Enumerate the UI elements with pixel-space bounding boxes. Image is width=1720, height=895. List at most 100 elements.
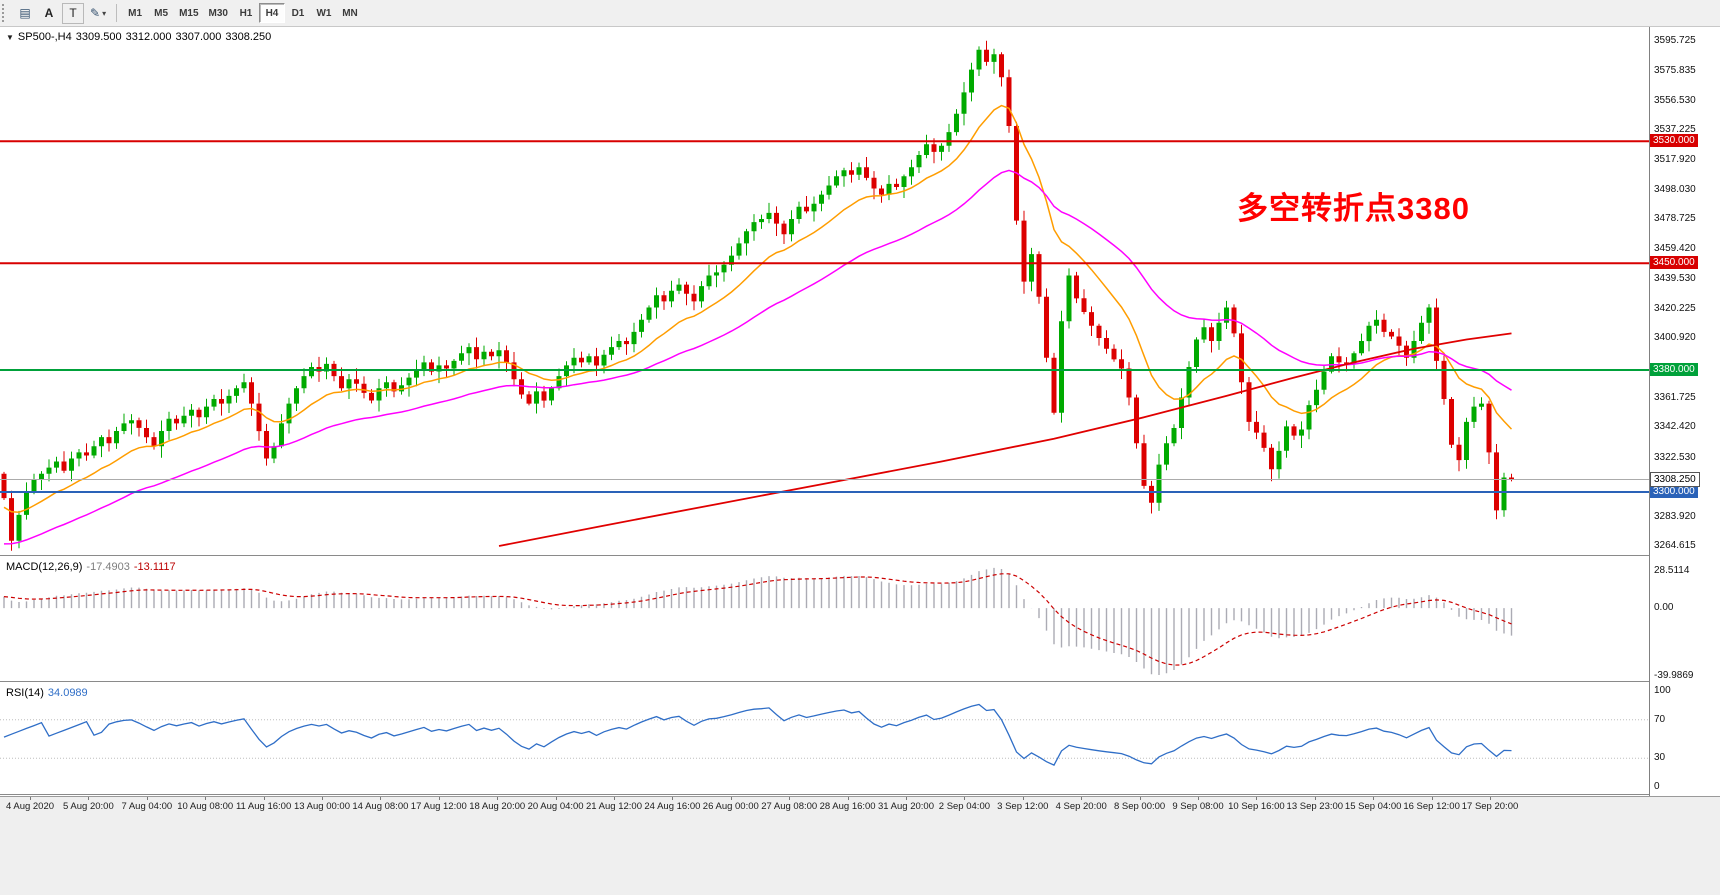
rsi-value: 34.0989 xyxy=(47,687,88,699)
time-axis-tick xyxy=(322,797,323,800)
macd-axis-label: 0.00 xyxy=(1654,602,1674,614)
time-axis-label: 11 Aug 16:00 xyxy=(235,801,292,812)
low-value: 3307.000 xyxy=(175,31,222,43)
time-axis-label: 31 Aug 20:00 xyxy=(878,801,934,812)
time-axis-tick xyxy=(789,797,791,800)
price-axis-label: 3517.920 xyxy=(1654,153,1696,165)
pen-icon: ✎ xyxy=(90,6,101,20)
price-axis-label: 3420.225 xyxy=(1654,302,1696,314)
macd-panel[interactable]: MACD(12,26,9) -17.4903 -13.1117 xyxy=(0,557,1649,682)
toolbar-separator xyxy=(116,4,118,22)
rsi-axis-label: 70 xyxy=(1654,713,1666,725)
timeframe-button-H4[interactable]: H4 xyxy=(258,3,285,24)
time-axis-tick xyxy=(1081,797,1083,800)
macd-plot[interactable] xyxy=(0,557,1649,682)
chart-ohlc-header: ▼ SP500-,H4 3309.500 3312.000 3307.000 3308.2… xyxy=(6,31,275,43)
open-value: 3309.500 xyxy=(75,31,122,43)
price-line-tag: 3450.000 xyxy=(1650,256,1698,270)
rsi-axis-label: 30 xyxy=(1654,752,1666,764)
time-axis-label: 13 Aug 00:00 xyxy=(294,801,350,812)
candlestick-chart[interactable] xyxy=(0,27,1649,556)
price-axis-label: 3556.530 xyxy=(1654,94,1696,106)
price-axis-label: 3459.420 xyxy=(1654,242,1696,254)
time-axis-tick xyxy=(380,797,382,800)
timeframe-button-M15[interactable]: M15 xyxy=(174,3,203,23)
time-axis[interactable]: 4 Aug 2020 5 Aug 20:00 7 Aug 04:00 10 Aug 0… xyxy=(0,796,1720,895)
price-axis-label: 3537.225 xyxy=(1654,124,1696,136)
text-label-tool-icon[interactable]: T xyxy=(62,2,84,24)
price-axis-label: 3361.725 xyxy=(1654,391,1696,403)
rsi-header: RSI(14) 34.0989 xyxy=(6,687,92,699)
time-axis-label: 28 Aug 16:00 xyxy=(819,801,876,812)
time-axis-tick xyxy=(438,797,440,800)
time-axis-label: 15 Sep 04:00 xyxy=(1344,801,1402,812)
timeframe-button-W1[interactable]: W1 xyxy=(311,3,337,23)
price-axis-label: 3400.920 xyxy=(1654,332,1696,344)
time-axis-label: 10 Aug 08:00 xyxy=(177,801,234,812)
time-axis-label: 3 Sep 12:00 xyxy=(997,801,1049,812)
rsi-panel[interactable]: RSI(14) 34.0989 xyxy=(0,683,1649,795)
time-axis-label: 2 Sep 04:00 xyxy=(938,801,991,812)
time-axis-label: 27 Aug 08:00 xyxy=(761,801,818,812)
time-axis-tick xyxy=(497,797,499,800)
time-axis-label: 21 Aug 12:00 xyxy=(586,801,642,812)
rsi-axis-label: 100 xyxy=(1654,685,1671,696)
time-axis-label: 24 Aug 16:00 xyxy=(644,801,701,812)
time-axis-tick xyxy=(146,797,148,800)
time-axis-label: 13 Sep 23:00 xyxy=(1286,801,1344,812)
chart-annotation-text[interactable]: 多空转折点3380 xyxy=(1237,191,1470,226)
time-axis-tick xyxy=(672,797,674,800)
macd-axis-label: -39.9869 xyxy=(1654,670,1694,681)
time-axis-tick xyxy=(964,797,966,800)
time-axis-tick xyxy=(88,797,90,800)
price-line-tag: 3530.000 xyxy=(1650,134,1698,148)
time-axis-tick xyxy=(906,797,907,800)
time-axis-label: 26 Aug 00:00 xyxy=(702,801,759,812)
timeframe-button-H1[interactable]: H1 xyxy=(233,3,259,23)
time-axis-label: 16 Sep 12:00 xyxy=(1403,801,1460,812)
price-axis-label: 3439.530 xyxy=(1654,273,1696,285)
time-axis-tick xyxy=(730,797,732,800)
macd-main-value: -17.4903 xyxy=(86,561,130,573)
font-tool-icon[interactable]: A xyxy=(38,3,60,24)
time-axis-tick xyxy=(614,797,615,800)
time-axis-label: 4 Aug 2020 xyxy=(5,801,55,812)
price-line-tag: 3300.000 xyxy=(1650,485,1698,498)
time-axis-label: 14 Aug 08:00 xyxy=(352,801,409,812)
macd-label: MACD(12,26,9) xyxy=(6,561,83,573)
time-axis-label: 20 Aug 04:00 xyxy=(527,801,584,812)
time-axis-tick xyxy=(263,797,265,800)
time-axis-tick xyxy=(1314,797,1316,800)
close-value: 3308.250 xyxy=(225,31,272,43)
time-axis-tick xyxy=(847,797,849,800)
time-axis-label: 17 Aug 12:00 xyxy=(410,801,467,812)
price-axis-label: 3322.530 xyxy=(1654,451,1696,463)
timeframe-button-M5[interactable]: M5 xyxy=(148,3,174,23)
price-line-tag: 3380.000 xyxy=(1650,363,1698,376)
price-axis-label: 3575.835 xyxy=(1654,65,1696,77)
time-axis-tick xyxy=(1198,797,1199,800)
time-axis-label: 18 Aug 20:00 xyxy=(469,801,526,812)
timeframe-button-M30[interactable]: M30 xyxy=(204,3,233,23)
rsi-plot[interactable] xyxy=(0,683,1649,795)
time-axis-tick xyxy=(1431,797,1433,800)
main-chart-panel[interactable]: ▼ SP500-,H4 3309.500 3312.000 3307.000 3308.2… xyxy=(0,27,1649,556)
timeframe-button-MN[interactable]: MN xyxy=(337,3,363,23)
high-value: 3312.000 xyxy=(125,31,172,43)
toolbar: ▤ A T ✎ ▾ M1 M5 M15 M30 H1 H4 D1 W1 MN xyxy=(0,0,1720,27)
macd-axis-label: 28.5114 xyxy=(1654,565,1690,576)
timeframe-bar: M1 M5 M15 M30 H1 H4 D1 W1 MN xyxy=(122,3,363,24)
color-pen-tool-button[interactable]: ✎ ▾ xyxy=(86,3,110,24)
time-axis-label: 5 Aug 20:00 xyxy=(63,801,114,812)
timeframe-button-D1[interactable]: D1 xyxy=(285,3,311,23)
toolbar-grip[interactable] xyxy=(2,4,9,22)
timeframe-button-M1[interactable]: M1 xyxy=(122,3,148,23)
time-axis-label: 4 Sep 20:00 xyxy=(1055,801,1107,812)
price-axis-label: 3342.420 xyxy=(1654,421,1696,433)
price-axis[interactable]: 3595.725 3575.835 3556.530 3537.225 3517.920… xyxy=(1649,27,1720,796)
time-axis-tick xyxy=(1373,797,1375,800)
chart-menu-arrow-icon[interactable]: ▼ xyxy=(6,33,14,42)
price-axis-label: 3595.725 xyxy=(1654,35,1696,46)
chart-window-icon[interactable]: ▤ xyxy=(14,3,36,24)
